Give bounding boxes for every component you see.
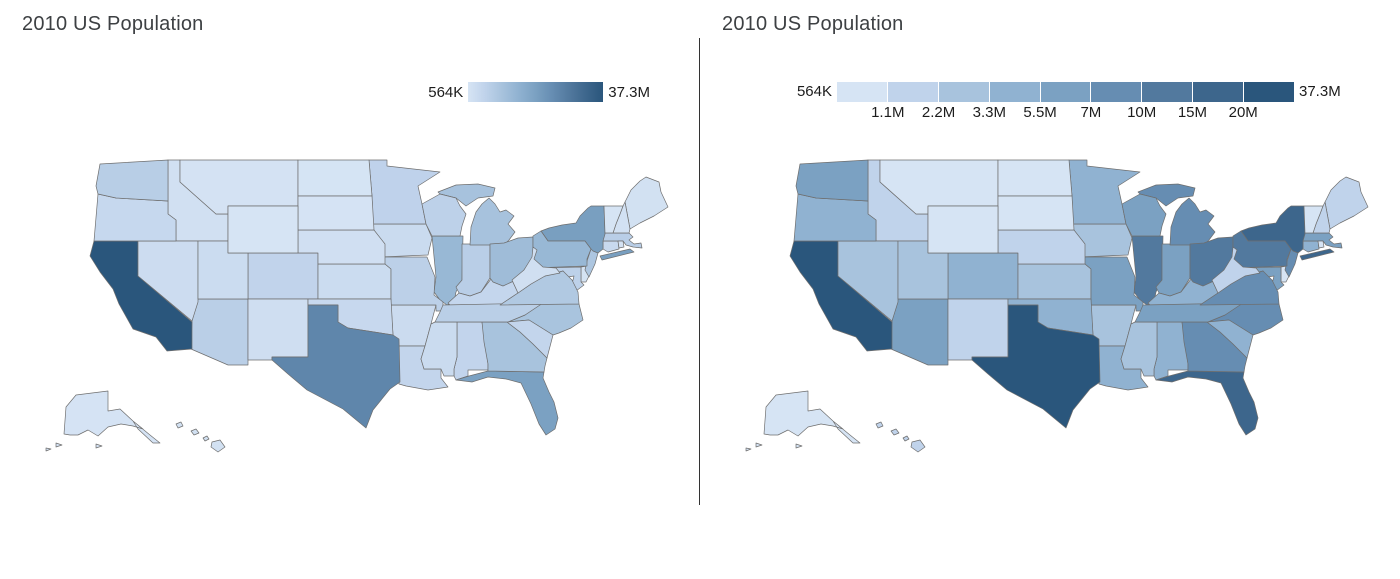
legend-bin-bar: 1.1M 2.2M 3.3M 5.5M 7M 10M 15M 20M: [837, 82, 1295, 121]
state-ND[interactable]: North Dakota: [297, 159, 373, 197]
chart-title-left: 2010 US Population: [22, 13, 204, 35]
state-TX[interactable]: Texas: [271, 304, 401, 429]
legend-tick-label: 7M: [1080, 104, 1102, 121]
state-CO[interactable]: Colorado: [947, 252, 1019, 300]
panel-continuous: 2010 US Population 564K 37.3M AlabamaAla…: [22, 13, 669, 453]
state-CT[interactable]: Connecticut: [602, 240, 620, 253]
state-HI[interactable]: Hawaii: [875, 421, 926, 453]
state-TX[interactable]: Texas: [971, 304, 1101, 429]
state-WY[interactable]: Wyoming: [927, 205, 999, 254]
legend-bin-segment: [887, 82, 938, 102]
legend-tick-label: 3.3M: [972, 104, 1007, 121]
state-MS[interactable]: Mississippi: [420, 321, 458, 377]
us-choropleth-map-binned: AlabamaAlaskaArizonaArkansasCaliforniaCo…: [745, 159, 1369, 453]
legend-bin-segment: [1040, 82, 1091, 102]
legend-min-label: 564K: [796, 83, 832, 100]
state-KS[interactable]: Kansas: [317, 263, 392, 300]
state-VT[interactable]: Vermont: [603, 205, 624, 234]
panel-binned: 2010 US Population 564K 1.1M 2.2M 3.3M 5.5M…: [700, 0, 1400, 579]
state-SD[interactable]: South Dakota: [297, 195, 375, 231]
legend-bin-segment: [1091, 82, 1142, 102]
state-MO[interactable]: Missouri: [379, 256, 444, 312]
legend-tick-label: 15M: [1177, 104, 1208, 121]
state-ME[interactable]: Maine: [624, 176, 669, 230]
state-FL[interactable]: Florida: [1155, 370, 1259, 436]
state-NM[interactable]: New Mexico: [247, 298, 309, 361]
legend-binned: 564K 1.1M 2.2M 3.3M 5.5M 7M 10M 15M 20M 37.3M: [740, 82, 1341, 121]
state-ME[interactable]: Maine: [1324, 176, 1369, 230]
legend-gradient-bar: [468, 82, 604, 102]
state-SC[interactable]: South Carolina: [1206, 319, 1254, 359]
state-NE[interactable]: Nebraska: [997, 229, 1086, 265]
chart-title-right: 2010 US Population: [722, 13, 904, 35]
state-WA[interactable]: Washington: [95, 159, 169, 202]
state-SC[interactable]: South Carolina: [506, 319, 554, 359]
state-WV[interactable]: West Virginia: [511, 246, 561, 294]
state-ND[interactable]: North Dakota: [997, 159, 1073, 197]
state-CO[interactable]: Colorado: [247, 252, 319, 300]
legend-tick-label: 5.5M: [1023, 104, 1057, 121]
legend-min-label: 564K: [428, 83, 464, 101]
legend-max-label: 37.3M: [608, 83, 650, 101]
state-VT[interactable]: Vermont: [1303, 205, 1324, 234]
legend-bin-segment: [837, 82, 887, 102]
state-SD[interactable]: South Dakota: [997, 195, 1075, 231]
state-MS[interactable]: Mississippi: [1120, 321, 1158, 377]
legend-bin-segment: [1142, 82, 1193, 102]
state-WI[interactable]: Wisconsin: [1121, 193, 1167, 237]
state-KS[interactable]: Kansas: [1017, 263, 1092, 300]
legend-bin-segment: [989, 82, 1040, 102]
legend-bin-segment: [1244, 82, 1295, 102]
legend-tick-label: 20M: [1228, 104, 1258, 121]
legend-tick-label: 10M: [1127, 104, 1157, 121]
state-CT[interactable]: Connecticut: [1302, 240, 1320, 253]
legend-bin-segments: [837, 82, 1295, 102]
legend-tick-label: 1.1M: [871, 104, 905, 121]
us-choropleth-map-continuous: AlabamaAlaskaArizonaArkansasCaliforniaCo…: [45, 159, 669, 453]
state-HI[interactable]: Hawaii: [175, 421, 226, 453]
state-AK[interactable]: Alaska: [45, 390, 161, 452]
state-RI[interactable]: Rhode Island: [1317, 240, 1325, 249]
state-FL[interactable]: Florida: [455, 370, 559, 436]
state-AZ[interactable]: Arizona: [190, 298, 249, 366]
legend-continuous: 564K 37.3M: [428, 82, 650, 102]
legend-bin-segment: [1193, 82, 1244, 102]
state-WI[interactable]: Wisconsin: [421, 193, 467, 237]
state-NV[interactable]: Nevada: [837, 240, 899, 322]
panel-divider: [699, 38, 700, 505]
legend-bin-segment: [938, 82, 989, 102]
state-WV[interactable]: West Virginia: [1211, 246, 1261, 294]
state-WA[interactable]: Washington: [795, 159, 869, 202]
legend-max-label: 37.3M: [1299, 83, 1341, 100]
state-WY[interactable]: Wyoming: [227, 205, 299, 254]
state-NM[interactable]: New Mexico: [947, 298, 1009, 361]
state-AZ[interactable]: Arizona: [890, 298, 949, 366]
state-AK[interactable]: Alaska: [745, 390, 861, 452]
state-NE[interactable]: Nebraska: [297, 229, 386, 265]
legend-tick-label: 2.2M: [921, 104, 956, 121]
state-RI[interactable]: Rhode Island: [617, 240, 625, 249]
state-MO[interactable]: Missouri: [1079, 256, 1144, 312]
state-NV[interactable]: Nevada: [137, 240, 199, 322]
